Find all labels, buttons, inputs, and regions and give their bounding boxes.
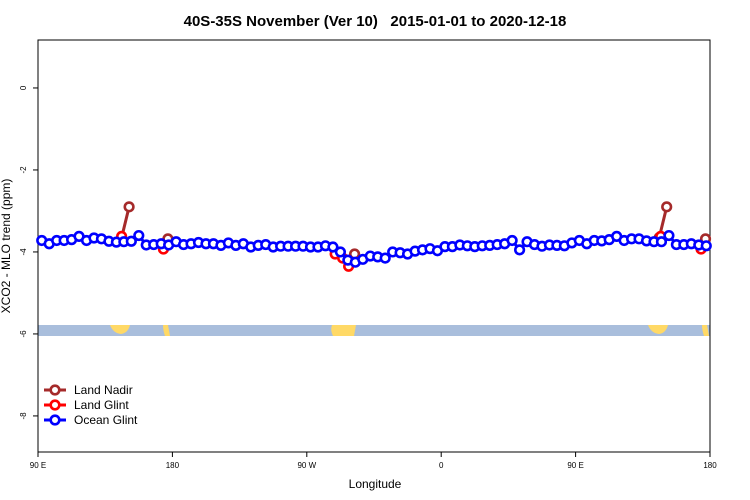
y-tick-label: -2	[19, 166, 28, 174]
x-tick-label: 90 E	[30, 461, 46, 470]
data-point	[663, 229, 675, 242]
data-point	[700, 240, 712, 252]
y-axis-label: XCO2 - MLO trend (ppm)	[0, 179, 13, 314]
x-tick-label: 180	[703, 461, 717, 470]
x-tick-label: 0	[439, 461, 444, 470]
x-axis-label: Longitude	[349, 477, 402, 491]
data-point	[661, 201, 673, 213]
legend-label: Ocean Glint	[74, 413, 138, 427]
land-strip	[38, 325, 710, 336]
data-point	[125, 235, 137, 247]
x-tick-label: 90 E	[567, 461, 583, 470]
data-point	[327, 241, 339, 253]
x-tick-label: 90 W	[297, 461, 316, 470]
y-tick-label: -6	[19, 330, 28, 338]
land-shape	[648, 325, 668, 334]
legend-swatch	[49, 384, 61, 396]
data-point	[123, 201, 135, 213]
data-point	[506, 234, 518, 247]
land-shape	[110, 325, 130, 334]
data-point	[513, 244, 526, 256]
legend-label: Land Glint	[74, 398, 129, 412]
land-shape	[163, 325, 170, 336]
data-point	[655, 236, 668, 248]
legend-swatch	[49, 399, 61, 411]
ocean-band	[38, 325, 710, 336]
land-shape	[331, 325, 356, 336]
legend-swatch	[49, 414, 61, 426]
y-tick-label: -4	[19, 248, 28, 256]
plot-frame	[37, 39, 711, 453]
data-point	[334, 246, 347, 258]
data-point	[133, 229, 145, 242]
y-tick-label: 0	[19, 85, 28, 90]
legend-label: Land Nadir	[74, 383, 133, 397]
chart-title: 40S-35S November (Ver 10) 2015-01-01 to …	[184, 13, 567, 30]
x-tick-label: 180	[166, 461, 180, 470]
data-point	[379, 252, 391, 264]
land-shape	[702, 325, 709, 336]
y-tick-label: -8	[19, 412, 28, 420]
